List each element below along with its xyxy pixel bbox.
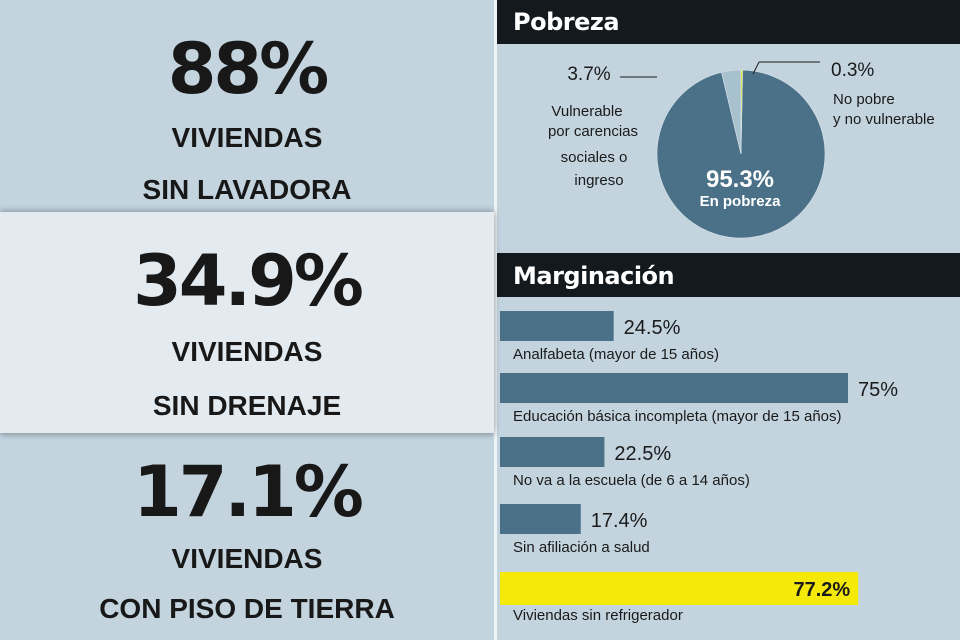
bar-category-label-0: Analfabeta (mayor de 15 años) — [513, 346, 719, 363]
bar-value-label-0: 24.5% — [624, 317, 681, 339]
slice-label-en-pobreza-value: 95.3% — [706, 166, 774, 193]
bar-1 — [500, 373, 848, 403]
stat-label-line1: VIVIENDAS — [171, 122, 323, 153]
stat-label-line2: CON PISO DE TIERRA — [99, 593, 395, 625]
slice-label-no-pobre-line1: No pobre — [833, 91, 895, 108]
bar-4 — [500, 572, 859, 605]
stat-value: 88% — [167, 28, 330, 110]
pie-slices — [656, 69, 826, 239]
bar-category-label-3: Sin afiliación a salud — [513, 539, 650, 556]
bar-category-label-4: Viviendas sin refrigerador — [513, 607, 683, 624]
pie-slice-no-pobre-y-no-vulnerable — [740, 69, 743, 155]
bar-category-label-1: Educación básica incompleta (mayor de 15… — [513, 408, 842, 425]
stat-panel-lavadora: 88% VIVIENDAS SIN LAVADORA — [0, 0, 494, 212]
stat-label-line1: VIVIENDAS — [171, 543, 323, 574]
stat-panel-piso-tierra: 17.1% VIVIENDAS CON PISO DE TIERRA — [0, 433, 494, 640]
charts-column: Pobreza 3.7% Vulnerable por carencias so… — [494, 0, 960, 640]
stat-label-line1: VIVIENDAS — [171, 336, 323, 367]
leader-line-no-pobre-drop — [752, 61, 760, 75]
stat-label-line2: SIN LAVADORA — [142, 174, 352, 206]
pobreza-title: Pobreza — [497, 0, 960, 44]
bar-value-label-3: 17.4% — [591, 510, 648, 532]
stat-label-line2: SIN DRENAJE — [152, 390, 342, 422]
slice-label-no-pobre-line2: y no vulnerable — [833, 111, 935, 128]
slice-label-no-pobre-value: 0.3% — [831, 60, 874, 81]
pobreza-pie-chart: 3.7% Vulnerable por carencias sociales o… — [548, 60, 935, 239]
marginacion-bar-chart: 24.5% Analfabeta (mayor de 15 años) 75% Edu… — [500, 311, 898, 624]
bar-3 — [500, 504, 581, 534]
slice-label-vulnerable-line1: Vulnerable — [551, 103, 622, 120]
bar-0 — [500, 311, 614, 341]
bar-category-label-2: No va a la escuela (de 6 a 14 años) — [513, 472, 750, 489]
stat-value: 17.1% — [133, 451, 364, 533]
stat-panel-drenaje: 34.9% VIVIENDAS SIN DRENAJE — [0, 212, 494, 433]
bar-value-label-2: 22.5% — [614, 443, 671, 465]
bar-2 — [500, 437, 605, 467]
slice-label-vulnerable-line4: ingreso — [574, 172, 623, 189]
bar-value-label-1: 75% — [858, 379, 898, 401]
slice-label-en-pobreza-name: En pobreza — [700, 193, 782, 210]
bar-value-label-4: 77.2% — [793, 579, 850, 601]
slice-label-vulnerable-line2: por carencias — [548, 123, 638, 140]
stat-value: 34.9% — [133, 240, 364, 322]
marginacion-title: Marginación — [497, 253, 960, 297]
slice-label-vulnerable-line3: sociales o — [561, 149, 628, 166]
slice-label-vulnerable-value: 3.7% — [567, 64, 610, 85]
bar-group: 24.5% Analfabeta (mayor de 15 años) 75% Edu… — [500, 311, 898, 624]
